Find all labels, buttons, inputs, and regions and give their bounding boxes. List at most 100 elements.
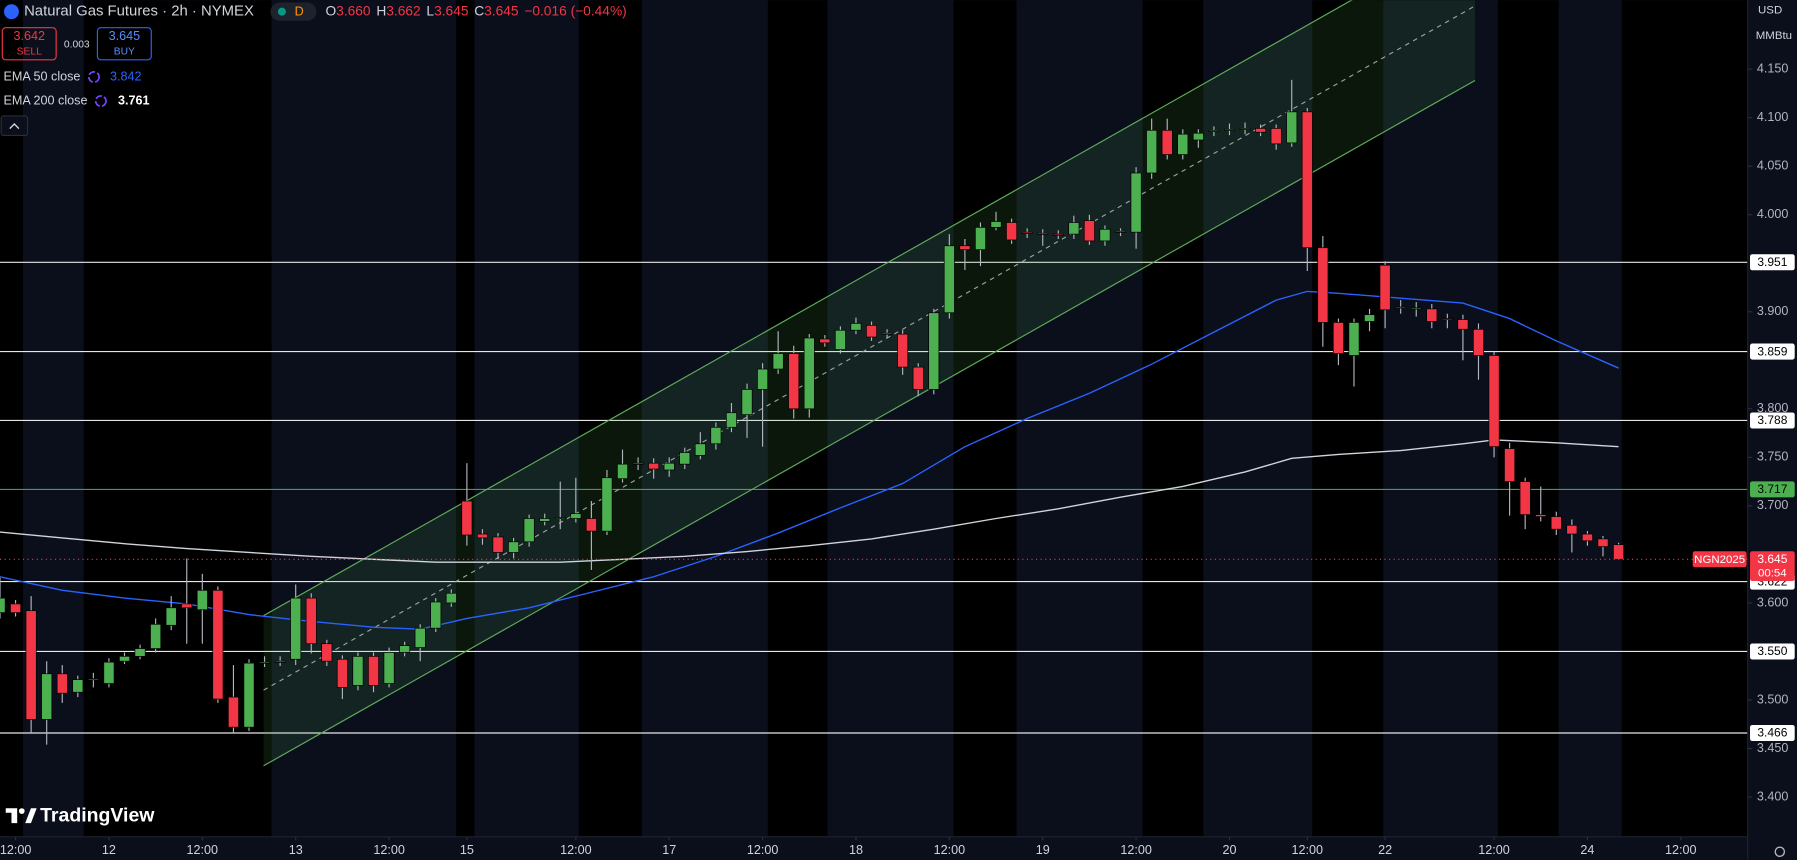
candle-body: [694, 443, 706, 456]
level-tag: [1750, 343, 1795, 360]
x-tick-label: 18: [849, 843, 863, 857]
y-tick-label: 3.750: [1757, 450, 1789, 464]
candle-body: [601, 477, 613, 532]
delay-badge: D: [295, 5, 304, 19]
candle-body: [476, 533, 488, 539]
candle-body: [554, 517, 566, 520]
indicator-name[interactable]: EMA 50 close: [3, 69, 80, 83]
candle-body: [56, 673, 68, 694]
collapse-button[interactable]: [0, 115, 29, 137]
level-tag: [1750, 724, 1795, 742]
y-tick-label: 3.400: [1757, 789, 1789, 803]
indicator-value: 3.842: [110, 69, 142, 83]
candle-body: [990, 221, 1002, 228]
candle-body: [663, 462, 675, 471]
candle-body: [1208, 129, 1220, 132]
level-tag: [1750, 481, 1795, 498]
settings-icon[interactable]: [1774, 846, 1786, 858]
ohlc-key: H: [376, 3, 386, 18]
indicator-icon[interactable]: [87, 71, 100, 84]
candle-body: [819, 338, 831, 344]
currency[interactable]: USD: [1758, 5, 1782, 17]
x-tick-label: 12:00: [1120, 843, 1152, 857]
candle-body: [772, 353, 784, 370]
session-bands: [0, 0, 1748, 837]
axes: 4.150 4.100 4.050 4.000 3.900 3.800 3.750 3.700…: [0, 61, 1795, 857]
indicator-name[interactable]: EMA 200 close: [3, 93, 87, 107]
candle-body: [321, 643, 333, 662]
ema-line: [0, 439, 1619, 563]
y-tick-label: 3.450: [1757, 741, 1789, 755]
sell-label: SELL: [17, 47, 42, 58]
unit[interactable]: MMBtu: [1756, 30, 1792, 42]
y-tick-label: 3.700: [1757, 498, 1789, 512]
candle-body: [757, 368, 769, 390]
candle-body: [414, 627, 426, 648]
candle-body: [881, 332, 893, 335]
candle-body: [1286, 111, 1298, 144]
candle-body: [1192, 132, 1204, 141]
x-tick-label: 13: [289, 843, 303, 857]
candle-body: [134, 648, 146, 657]
candle-body: [383, 652, 395, 684]
y-tick-label: 4.000: [1757, 207, 1789, 221]
candle-body: [1519, 481, 1531, 515]
x-tick-label: 12:00: [560, 843, 592, 857]
x-tick-label: 12:00: [1478, 843, 1510, 857]
x-tick-label: 12:00: [1665, 843, 1697, 857]
candle-body: [10, 603, 22, 613]
candle-body: [1068, 222, 1080, 235]
candle-body: [1021, 231, 1033, 234]
candle-body: [1597, 538, 1609, 547]
x-tick-label: 15: [460, 843, 474, 857]
candle-body: [1239, 128, 1251, 130]
candle-body: [1332, 322, 1344, 354]
candle-body: [508, 541, 520, 553]
candle-body: [336, 658, 348, 688]
y-tick-label: 3.600: [1757, 595, 1789, 609]
x-tick-label: 24: [1580, 843, 1594, 857]
buy-price: 3.645: [109, 29, 141, 43]
levels: [0, 261, 1748, 734]
market-status-dot: [277, 7, 286, 16]
candle-body: [1146, 129, 1158, 174]
candle-body: [0, 597, 6, 613]
y-tick-label: 3.800: [1757, 401, 1789, 415]
ohlc-value: 3.662: [386, 3, 420, 18]
logo: TradingView: [5, 804, 155, 826]
candle-body: [1161, 129, 1173, 155]
candle-body: [741, 389, 753, 416]
candle-body: [492, 536, 504, 553]
candle-body: [1348, 322, 1360, 356]
sell-button[interactable]: [1, 27, 57, 61]
candle-body: [943, 245, 955, 314]
buy-button[interactable]: [96, 27, 152, 61]
candle-body: [1099, 228, 1111, 242]
level-tag: [1750, 412, 1795, 429]
candle-body: [866, 325, 878, 338]
candle-body: [1270, 128, 1282, 145]
ohlc-key: L: [426, 3, 434, 18]
symbol-title[interactable]: Natural Gas Futures · 2h · NYMEX: [24, 4, 254, 20]
candle-body: [1395, 306, 1407, 309]
candle-body: [1566, 524, 1578, 535]
countdown: 00:54: [1758, 568, 1787, 580]
y-tick-label: 3.500: [1757, 692, 1789, 706]
level-label: 3.788: [1757, 413, 1787, 427]
sell-price: 3.642: [13, 29, 45, 43]
ohlc-value: 3.645: [484, 3, 519, 18]
level-tag: [1750, 643, 1795, 660]
indicator-icon[interactable]: [94, 95, 107, 108]
candle-body: [1255, 128, 1267, 133]
parallel-channel[interactable]: [263, 0, 1476, 767]
candle-body: [850, 323, 862, 331]
x-tick-label: 12: [102, 843, 116, 857]
candle-body: [1613, 544, 1625, 560]
status-pill[interactable]: [270, 2, 317, 21]
candle-body: [41, 673, 53, 720]
candle-body: [1410, 307, 1422, 310]
candle-body: [196, 589, 208, 611]
candle-body: [1037, 232, 1049, 235]
symbol-tag: [1692, 551, 1747, 568]
